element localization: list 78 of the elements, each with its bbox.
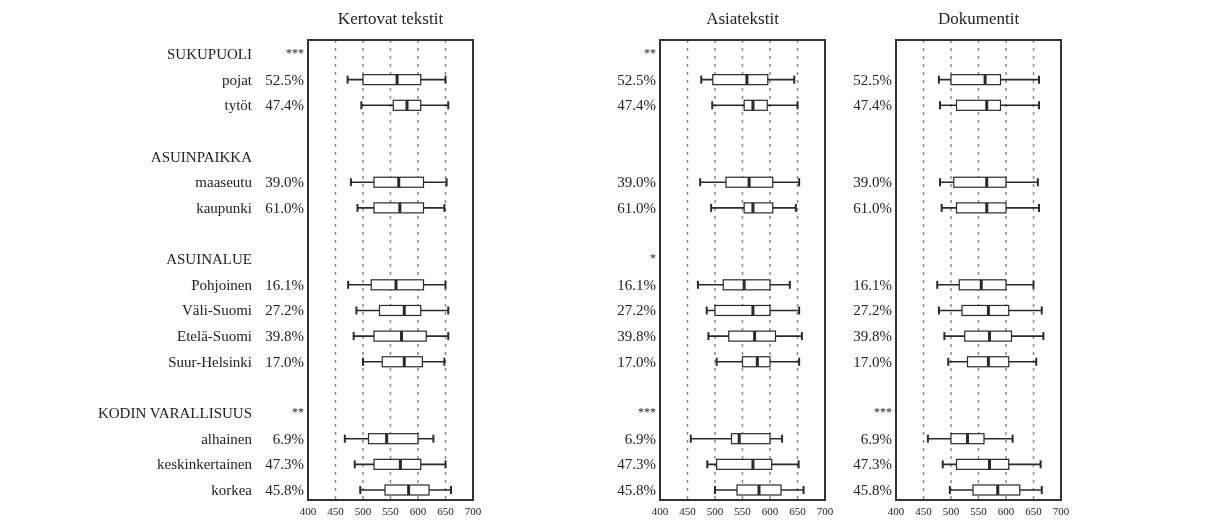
text: * [650,251,656,266]
x-tick-label: 700 [464,505,482,517]
y-tick-label: KODIN VARALLISUUS [97,405,252,422]
text: 17.0% [617,353,656,370]
x-tick-label: 450 [679,505,697,517]
text: 45.8% [265,482,304,498]
y-tick-label: alhainen [201,430,253,447]
x-tick-label: 500 [706,505,724,517]
x-tick-label: 600 [997,505,1015,517]
text: ** [644,46,656,60]
text: 39.8% [617,328,656,345]
text: 16.1% [617,276,656,293]
x-tick-label: 650 [789,505,807,517]
x-tick-label: 600 [761,505,779,517]
y-tick-label: tytöt [224,97,253,114]
x-tick-label: 400 [299,505,317,517]
x-tick-label: 700 [1052,505,1070,517]
text: 45.8% [853,482,892,498]
text: 47.3% [853,456,892,473]
text: 39.8% [853,328,892,345]
text: 47.4% [617,97,656,114]
y-tick-label: ASUINPAIKKA [150,148,253,165]
text: *** [638,405,656,420]
y-tick-label: pojat [222,71,253,88]
text: 17.0% [853,353,892,370]
x-tick-label: 450 [915,505,933,517]
x-tick-label: 450 [327,505,345,517]
y-tick-label: korkea [211,482,253,498]
chart-title: Kertovat tekstit [337,9,444,28]
x-tick-label: 600 [409,505,427,517]
x-tick-label: 650 [437,505,455,517]
x-tick-label: 700 [816,505,834,517]
y-tick-label: Pohjoinen [191,276,253,293]
x-tick-label: 500 [942,505,960,517]
text: 39.0% [617,174,656,191]
y-tick-label: Etelä-Suomi [177,328,252,345]
y-tick-label: kaupunki [196,199,252,216]
text: 6.9% [272,430,304,447]
text: 47.3% [617,456,656,473]
text: 47.4% [853,97,892,114]
text: 39.0% [265,174,304,191]
text: 61.0% [265,199,304,216]
x-tick-label: 550 [382,505,400,517]
x-tick-label: 400 [651,505,669,517]
y-tick-label: Väli-Suomi [182,302,252,319]
text: 52.5% [265,71,304,88]
text: 16.1% [853,276,892,293]
text: 27.2% [853,302,892,319]
text: 6.9% [624,430,656,447]
text: 52.5% [853,71,892,88]
chart-title: Asiatekstit [706,9,780,28]
x-tick-label: 550 [970,505,988,517]
text: *** [874,405,892,420]
y-tick-label: keskinkertainen [157,456,253,473]
text: 47.3% [265,456,304,473]
y-tick-label: Suur-Helsinki [168,353,252,370]
text: 39.8% [265,328,304,345]
text: 52.5% [617,71,656,88]
text: 61.0% [617,199,656,216]
y-tick-label: maaseutu [195,174,253,191]
text: 47.4% [265,97,304,114]
text: 27.2% [617,302,656,319]
x-tick-label: 500 [354,505,372,517]
text: 6.9% [860,430,892,447]
y-tick-label: ASUINALUE [166,251,252,268]
x-tick-label: 400 [887,505,905,517]
text: 61.0% [853,199,892,216]
y-tick-label: SUKUPUOLI [166,46,252,62]
text: ** [292,405,304,420]
text: 17.0% [265,353,304,370]
text: *** [286,46,304,60]
text: 27.2% [265,302,304,319]
text: 16.1% [265,276,304,293]
text: 39.0% [853,174,892,191]
x-tick-label: 550 [734,505,752,517]
text: 45.8% [617,482,656,498]
chart-title: Dokumentit [937,9,1020,28]
x-tick-label: 650 [1025,505,1043,517]
